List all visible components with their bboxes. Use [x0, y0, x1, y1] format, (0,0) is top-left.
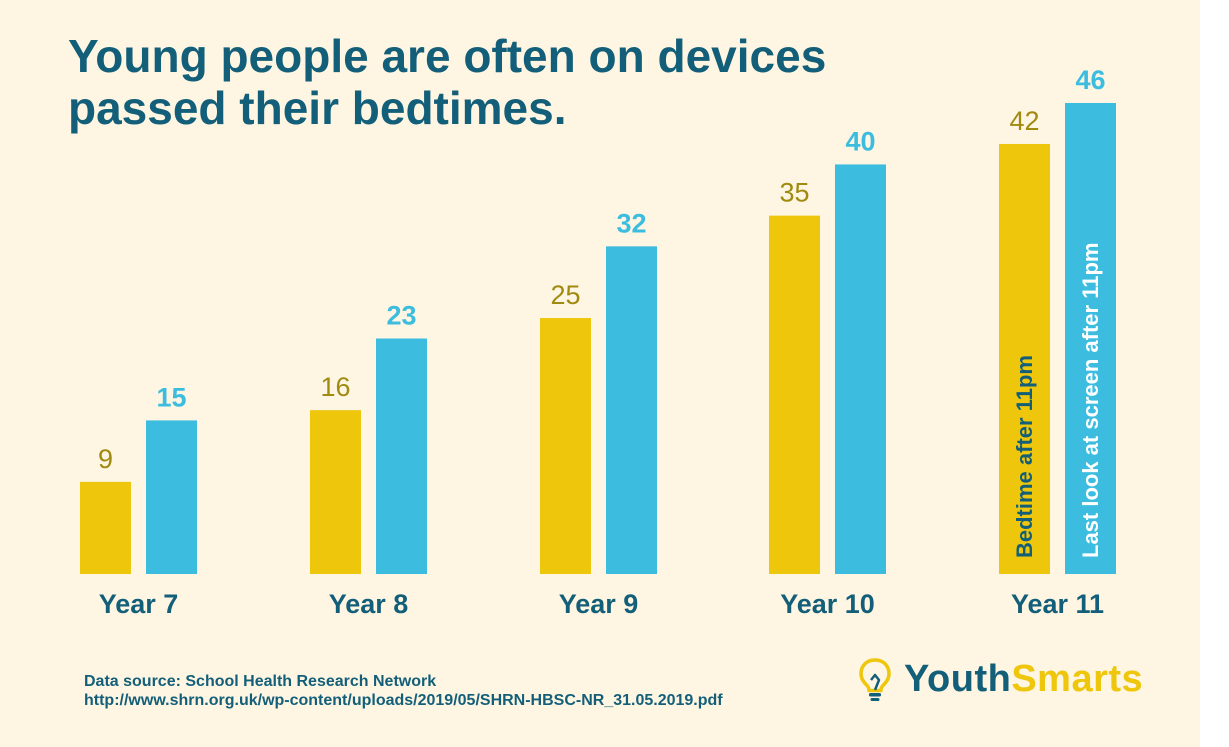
category-label-year-11: Year 11 [1011, 589, 1104, 619]
infographic-card: Young people are often on devices passed… [0, 0, 1200, 747]
bar-year-11-bedtime [999, 143, 1050, 574]
lightbulb-icon [859, 658, 891, 701]
value-label-year-10-bedtime: 35 [779, 178, 809, 208]
brand-wordmark: YouthSmarts [904, 658, 1143, 701]
category-label-year-7: Year 7 [99, 589, 179, 619]
data-source: Data source: School Health Research Netw… [84, 672, 723, 710]
value-label-year-8-bedtime: 16 [320, 372, 350, 402]
bar-year-10-screen [835, 164, 886, 574]
brand-name-smarts: Smarts [1011, 657, 1144, 700]
bar-year-9-bedtime [540, 318, 591, 574]
bar-year-8-bedtime [310, 410, 361, 574]
value-label-year-7-screen: 15 [156, 382, 186, 412]
brand-logo: YouthSmarts [858, 656, 1143, 702]
category-label-year-9: Year 9 [559, 589, 639, 619]
chart-title: Young people are often on devices passed… [68, 30, 827, 134]
legend-label-screen: Last look at screen after 11pm [1078, 243, 1103, 558]
value-label-year-11-screen: 46 [1075, 65, 1105, 95]
bar-year-7-screen [146, 420, 197, 574]
bar-year-8-screen [376, 338, 427, 574]
value-label-year-9-bedtime: 25 [550, 280, 580, 310]
data-source-line: Data source: School Health Research Netw… [84, 673, 437, 690]
value-label-year-11-bedtime: 42 [1009, 106, 1039, 136]
category-label-year-10: Year 10 [780, 589, 875, 619]
bar-year-10-bedtime [769, 215, 820, 574]
legend-label-bedtime: Bedtime after 11pm [1012, 355, 1037, 558]
bar-year-11-screen [1065, 103, 1116, 574]
bar-year-9-screen [606, 246, 657, 574]
bar-chart: 9 15 Year 7 16 23 Year 8 25 32 Year 9 35 40 Year 10… [80, 65, 1116, 619]
value-label-year-7-bedtime: 9 [98, 444, 113, 474]
category-label-year-8: Year 8 [329, 589, 409, 619]
value-label-year-8-screen: 23 [386, 301, 416, 331]
data-source-url: http://www.shrn.org.uk/wp-content/upload… [84, 692, 723, 709]
brand-name-youth: Youth [904, 657, 1012, 700]
value-label-year-10-screen: 40 [845, 126, 875, 156]
value-label-year-9-screen: 32 [616, 208, 646, 238]
bar-year-7-bedtime [80, 481, 131, 574]
